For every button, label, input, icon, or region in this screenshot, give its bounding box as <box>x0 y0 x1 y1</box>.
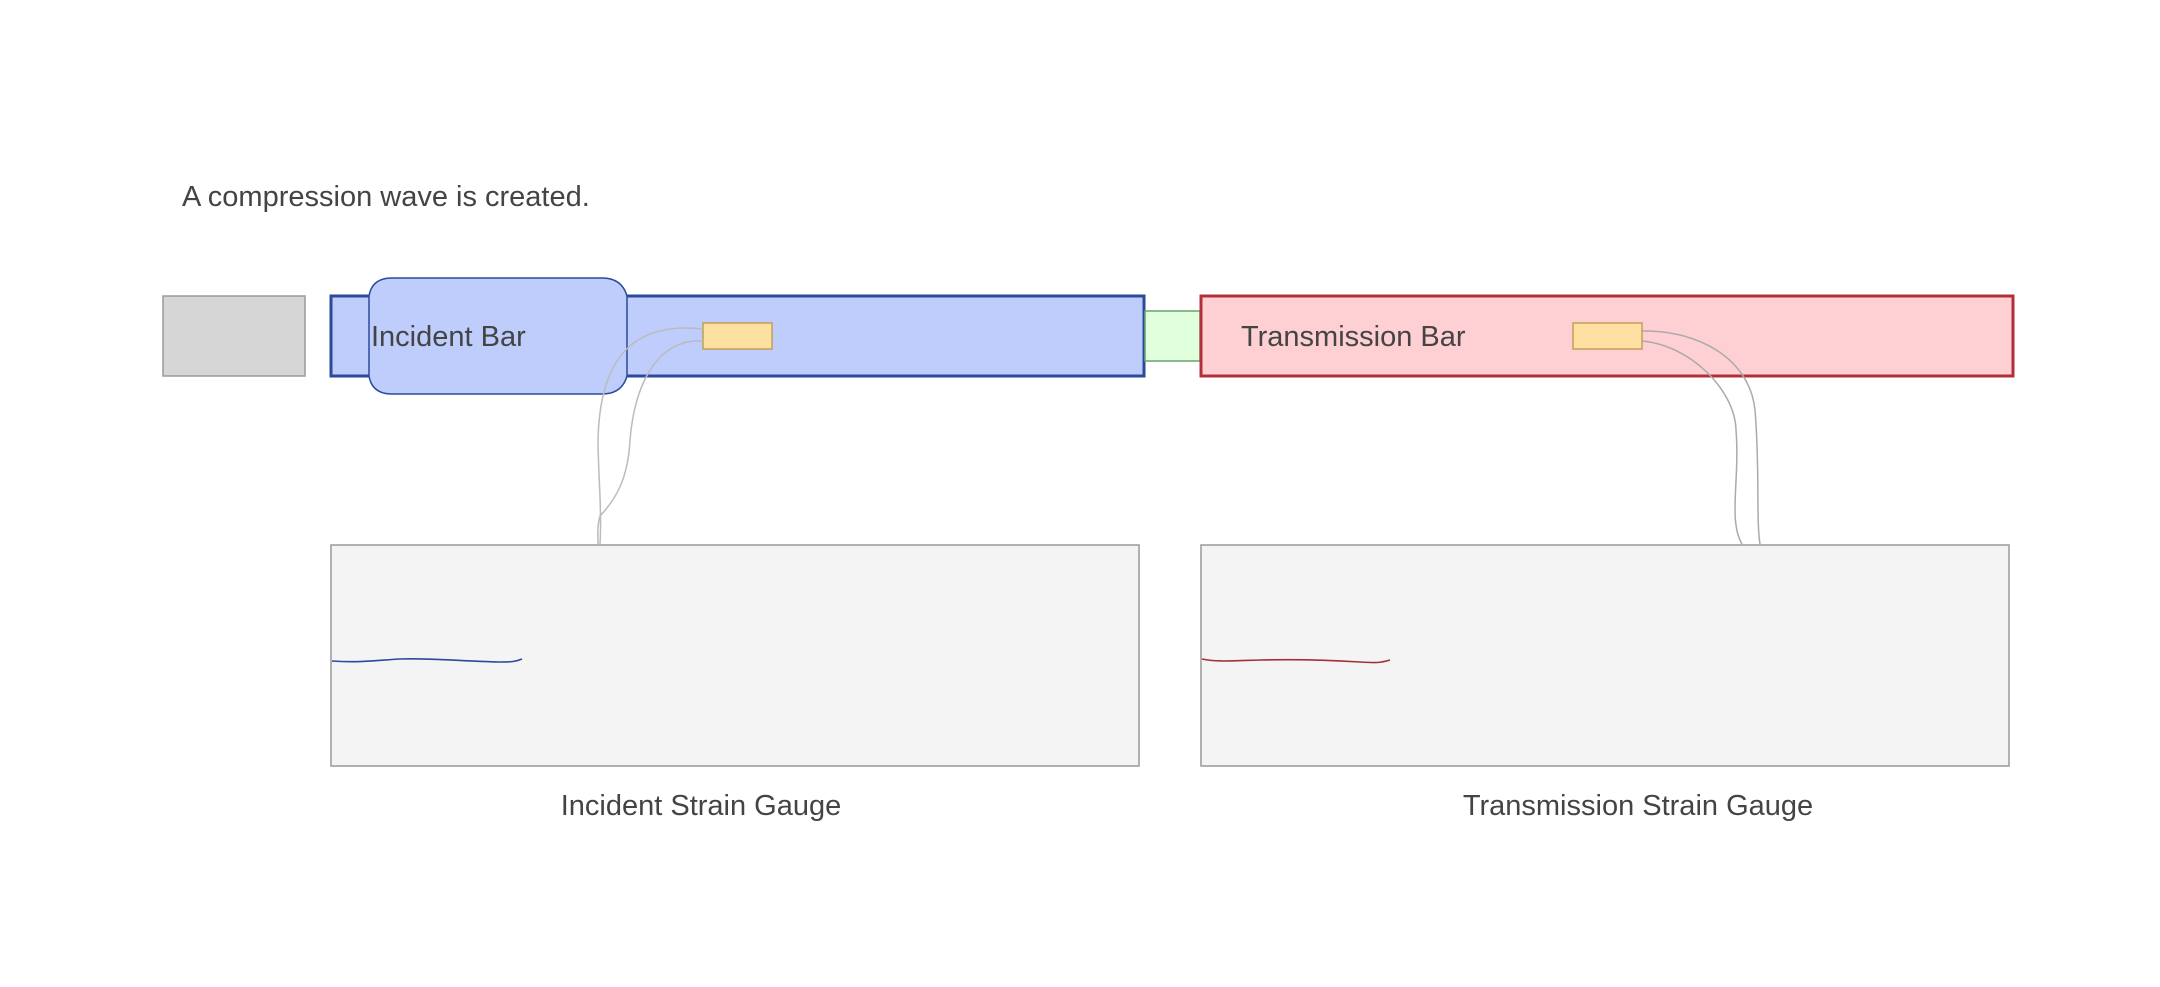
compression-wave-bulge <box>368 277 628 395</box>
transmission-bar-label: Transmission Bar <box>1241 321 1466 353</box>
caption: A compression wave is created. <box>182 181 590 213</box>
transmission-bar: Transmission Bar <box>1199 294 2015 378</box>
incident-bar: Incident Bar <box>329 277 1146 395</box>
transmission-strain-gauge-sensor <box>1572 322 1643 350</box>
specimen <box>1144 310 1201 362</box>
transmission-signal-trace <box>1201 658 1391 664</box>
transmission-gauge-wires <box>1641 330 1761 545</box>
incident-gauge-wires <box>597 327 704 545</box>
transmission-gauge-panel <box>1200 544 2010 767</box>
striker-bar <box>162 295 306 377</box>
incident-gauge-label: Incident Strain Gauge <box>561 790 842 822</box>
incident-signal-trace <box>331 658 523 663</box>
incident-strain-gauge-sensor <box>702 322 773 350</box>
transmission-gauge-label: Transmission Strain Gauge <box>1463 790 1813 822</box>
incident-gauge-panel <box>330 544 1140 767</box>
incident-bar-label: Incident Bar <box>371 321 526 353</box>
